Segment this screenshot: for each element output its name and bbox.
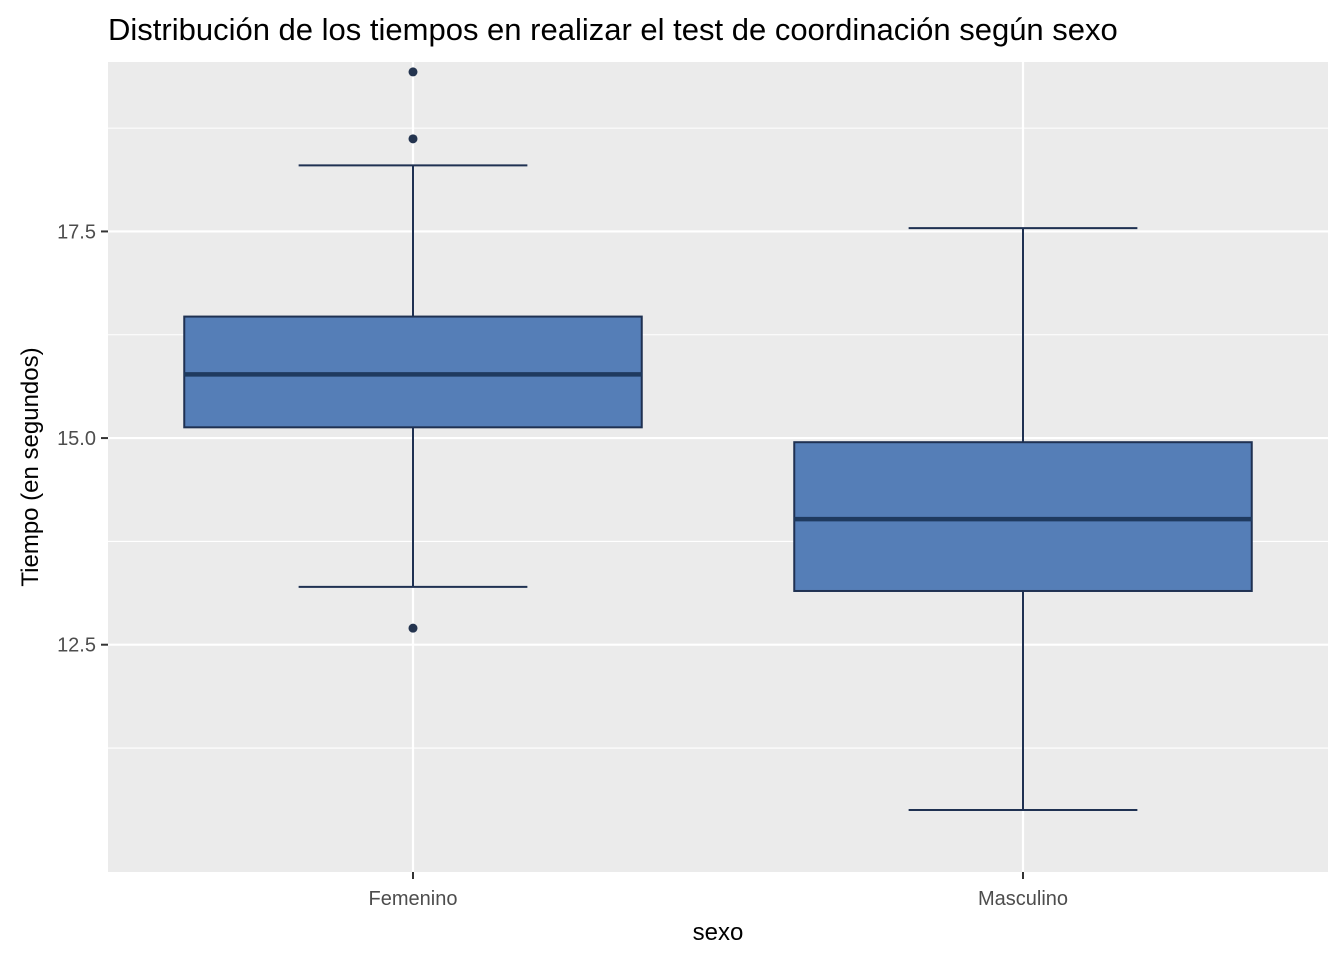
- x-tick-label: Femenino: [369, 888, 458, 910]
- y-tick-label: 15.0: [57, 428, 96, 450]
- iqr-box: [793, 441, 1253, 592]
- chart-title: Distribución de los tiempos en realizar …: [108, 12, 1118, 47]
- iqr-box: [183, 315, 643, 429]
- y-axis-title: Tiempo (en segundos): [17, 347, 44, 586]
- outlier-point: [408, 134, 418, 144]
- x-axis-title: sexo: [693, 919, 744, 946]
- box-femenino: [183, 67, 643, 633]
- y-tick-label: 12.5: [57, 635, 96, 657]
- box-masculino: [793, 227, 1253, 812]
- outlier-point: [408, 623, 418, 633]
- x-tick-label: Masculino: [978, 888, 1068, 910]
- axes: 12.5 15.0 17.5 Femenino Masculino: [57, 221, 1068, 910]
- outlier-point: [408, 67, 418, 77]
- y-tick-label: 17.5: [57, 221, 96, 243]
- boxes: [183, 67, 1253, 812]
